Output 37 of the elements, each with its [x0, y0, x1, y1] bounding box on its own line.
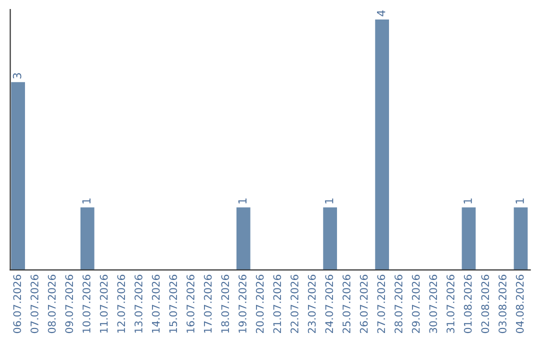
x-tick-label: 09.07.2026	[65, 274, 74, 334]
x-tick-label: 08.07.2026	[48, 274, 56, 334]
x-tick-label: 20.07.2026	[256, 274, 264, 334]
x-tick-label: 25.07.2026	[342, 274, 350, 334]
x-tick-label: 31.07.2026	[446, 274, 454, 333]
x-tick-label: 16.07.2026	[186, 274, 194, 333]
x-tick-label: 19.07.2026	[238, 274, 246, 333]
data-label: 1	[464, 198, 472, 204]
x-tick-label: 07.07.2026	[30, 274, 38, 334]
x-tick-label: 17.07.2026	[204, 274, 212, 333]
x-tick-label: 06.07.2026	[13, 274, 22, 334]
x-tick-label: 30.07.2026	[429, 274, 438, 333]
data-label: 1	[238, 198, 246, 204]
x-tick-label: 13.07.2026	[134, 274, 142, 333]
x-tick-label: 24.07.2026	[325, 274, 334, 334]
x-tick-label: 15.07.2026	[169, 274, 178, 333]
x-tick-label: 18.07.2026	[221, 274, 230, 333]
x-tick-label: 04.08.2026	[516, 274, 524, 334]
x-tick-label: 29.07.2026	[412, 274, 420, 334]
data-label: 4	[377, 10, 386, 16]
x-tick-label: 21.07.2026	[273, 274, 282, 334]
x-tick-label: 12.07.2026	[117, 274, 126, 333]
x-tick-label: 22.07.2026	[290, 274, 298, 334]
data-label: 3	[12, 73, 22, 79]
x-tick-label: 26.07.2026	[360, 274, 368, 334]
x-tick-label: 03.08.2026	[498, 274, 506, 334]
x-tick-label: 23.07.2026	[308, 274, 316, 334]
x-tick-label: 14.07.2026	[152, 274, 160, 333]
data-label: 1	[325, 198, 334, 204]
x-tick-label: 28.07.2026	[394, 274, 402, 334]
x-tick-label: 11.07.2026	[100, 274, 108, 333]
x-tick-label: 10.07.2026	[82, 274, 90, 333]
x-tick-label: 02.08.2026	[481, 274, 490, 334]
x-tick-label: 01.08.2026	[464, 274, 472, 334]
data-label: 1	[516, 198, 524, 204]
data-label: 1	[82, 198, 90, 204]
x-tick-label: 27.07.2026	[377, 274, 386, 334]
